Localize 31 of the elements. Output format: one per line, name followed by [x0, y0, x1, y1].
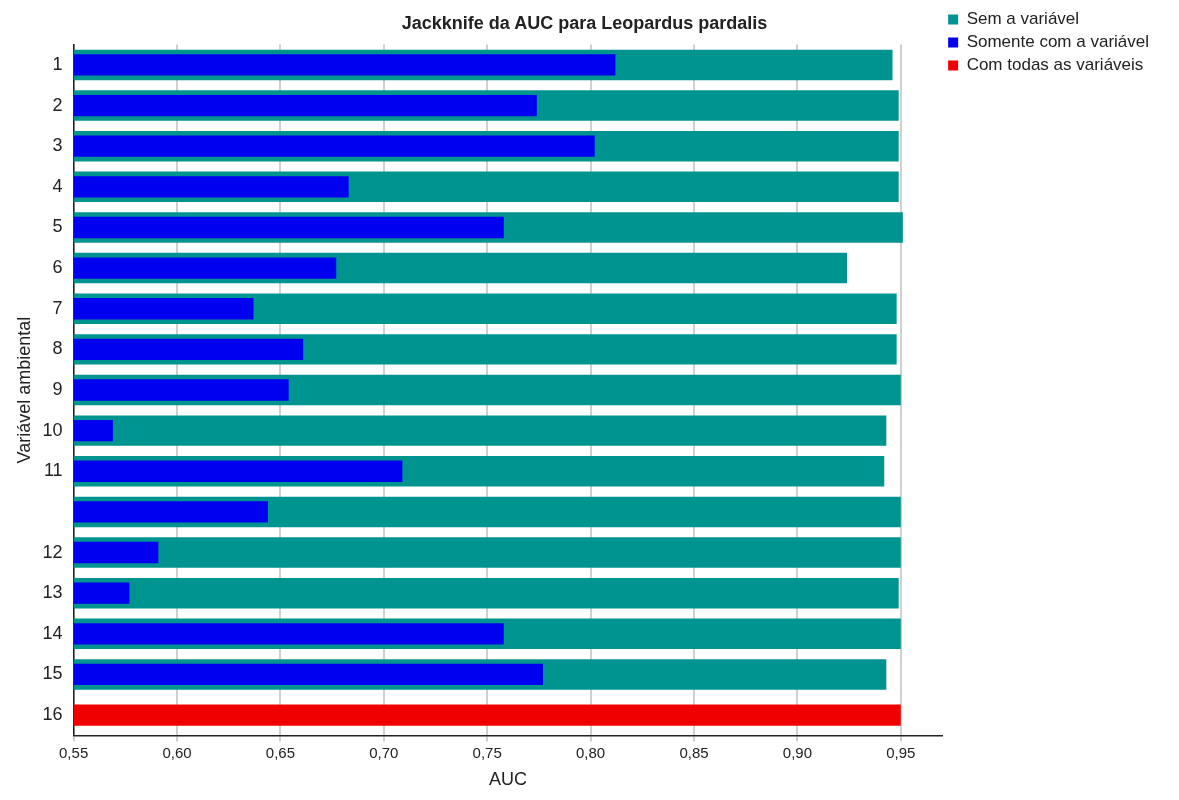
y-tick-label: 15: [42, 663, 63, 684]
y-tick-label: 9: [52, 378, 63, 399]
y-tick-label: 13: [42, 582, 63, 603]
x-tick-label: 0,55: [59, 743, 89, 761]
legend-label: Sem a variável: [966, 9, 1080, 29]
y-tick-label: 11: [43, 460, 63, 481]
legend-label: Com todas as variáveis: [966, 55, 1144, 75]
y-axis-title: Variável ambiental: [13, 316, 34, 464]
y-tick-label: 10: [42, 419, 63, 440]
y-tick-label: 5: [52, 216, 63, 237]
y-tick-label: 6: [52, 257, 63, 278]
y-tick-label: 1: [52, 53, 63, 74]
chart-title: Jackknife da AUC para Leopardus pardalis: [401, 12, 768, 33]
y-tick-label: 12: [42, 541, 63, 562]
x-tick-label: 0,95: [886, 743, 916, 761]
legend-label: Somente com a variável: [966, 32, 1150, 52]
y-tick-label: 2: [52, 94, 63, 115]
x-axis-title: AUC: [488, 769, 527, 790]
x-tick-label: 0,60: [162, 743, 192, 761]
y-tick-label: 3: [52, 135, 63, 156]
y-tick-label: 4: [52, 175, 63, 196]
y-tick-label: 14: [42, 622, 63, 643]
y-tick-label: 16: [42, 704, 63, 725]
x-tick-label: 0,90: [782, 743, 812, 761]
x-tick-label: 0,85: [679, 743, 709, 761]
y-tick-label: 8: [52, 338, 63, 359]
x-tick-label: 0,70: [369, 743, 399, 761]
x-tick-label: 0,80: [576, 743, 606, 761]
y-tick-label: 7: [52, 297, 63, 318]
x-tick-label: 0,65: [265, 743, 296, 761]
x-tick-label: 0,75: [472, 743, 502, 761]
